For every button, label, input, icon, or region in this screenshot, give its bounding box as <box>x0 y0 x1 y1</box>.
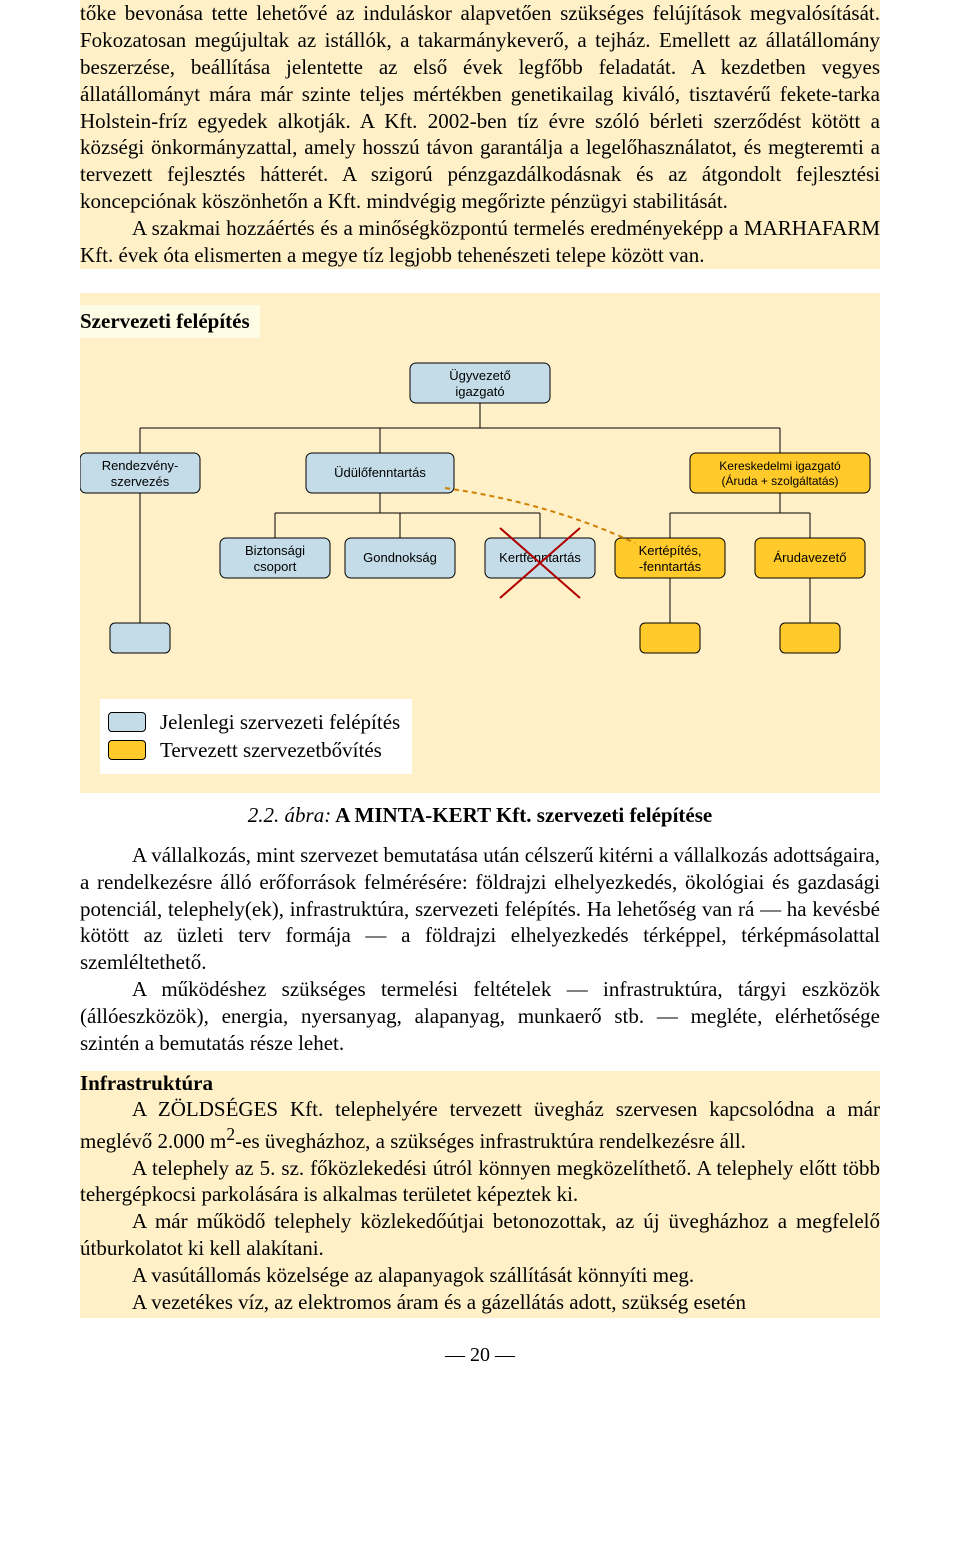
infra-p5: A vezetékes víz, az elektromos áram és a… <box>80 1289 880 1316</box>
infrastructure-heading: Infrastruktúra <box>80 1071 880 1096</box>
legend-swatch-blue <box>108 712 146 732</box>
infra-p1: A ZÖLDSÉGES Kft. telephelyére tervezett … <box>80 1096 880 1155</box>
para4-text: A működéshez szükséges termelési feltéte… <box>80 976 880 1057</box>
svg-text:Üdülőfenntartás: Üdülőfenntartás <box>334 465 426 480</box>
legend-planned: Tervezett szervezetbővítés <box>160 738 382 763</box>
infra-p3: A már működő telephely közlekedőútjai be… <box>80 1208 880 1262</box>
svg-text:Biztonsági: Biztonsági <box>245 543 305 558</box>
paragraph-1: tőke bevonása tette lehetővé az indulásk… <box>80 0 880 269</box>
svg-text:Rendezvény-: Rendezvény- <box>102 458 179 473</box>
svg-text:Árudavezető: Árudavezető <box>774 550 847 565</box>
infra-p2: A telephely az 5. sz. főközlekedési útró… <box>80 1155 880 1209</box>
para2-text: A szakmai hozzáértés és a minőségközpont… <box>80 215 880 269</box>
svg-text:szervezés: szervezés <box>111 474 170 489</box>
caption-title: A MINTA-KERT Kft. szervezeti felépítése <box>331 803 712 827</box>
org-chart-legend: Jelenlegi szervezeti felépítés Tervezett… <box>100 699 412 774</box>
svg-text:csoport: csoport <box>254 559 297 574</box>
figure-caption: 2.2. ábra: A MINTA-KERT Kft. szervezeti … <box>80 803 880 828</box>
infra-p4: A vasútállomás közelsége az alapanyagok … <box>80 1262 880 1289</box>
svg-text:igazgató: igazgató <box>455 384 504 399</box>
sup-2: 2 <box>226 1124 235 1144</box>
svg-text:Gondnokság: Gondnokság <box>363 550 437 565</box>
legend-swatch-yellow <box>108 740 146 760</box>
para3-text: A vállalkozás, mint szervezet bemutatása… <box>80 842 880 976</box>
infrastructure-section: Infrastruktúra A ZÖLDSÉGES Kft. telephel… <box>80 1071 880 1318</box>
legend-current: Jelenlegi szervezeti felépítés <box>160 710 400 735</box>
org-chart: Szervezeti felépítés Ügyvezető igazgató … <box>80 293 880 793</box>
svg-text:(Áruda + szolgáltatás): (Áruda + szolgáltatás) <box>721 473 838 488</box>
svg-text:Ügyvezető: Ügyvezető <box>449 368 510 383</box>
caption-number: 2.2. ábra: <box>248 803 331 827</box>
svg-text:Kereskedelmi igazgató: Kereskedelmi igazgató <box>719 459 841 473</box>
page-number: ― 20 ― <box>80 1344 880 1367</box>
svg-text:Kertépítés,: Kertépítés, <box>639 543 702 558</box>
para1-text: tőke bevonása tette lehetővé az indulásk… <box>80 0 880 215</box>
paragraph-3: A vállalkozás, mint szervezet bemutatása… <box>80 842 880 1057</box>
svg-text:-fenntartás: -fenntartás <box>639 559 702 574</box>
